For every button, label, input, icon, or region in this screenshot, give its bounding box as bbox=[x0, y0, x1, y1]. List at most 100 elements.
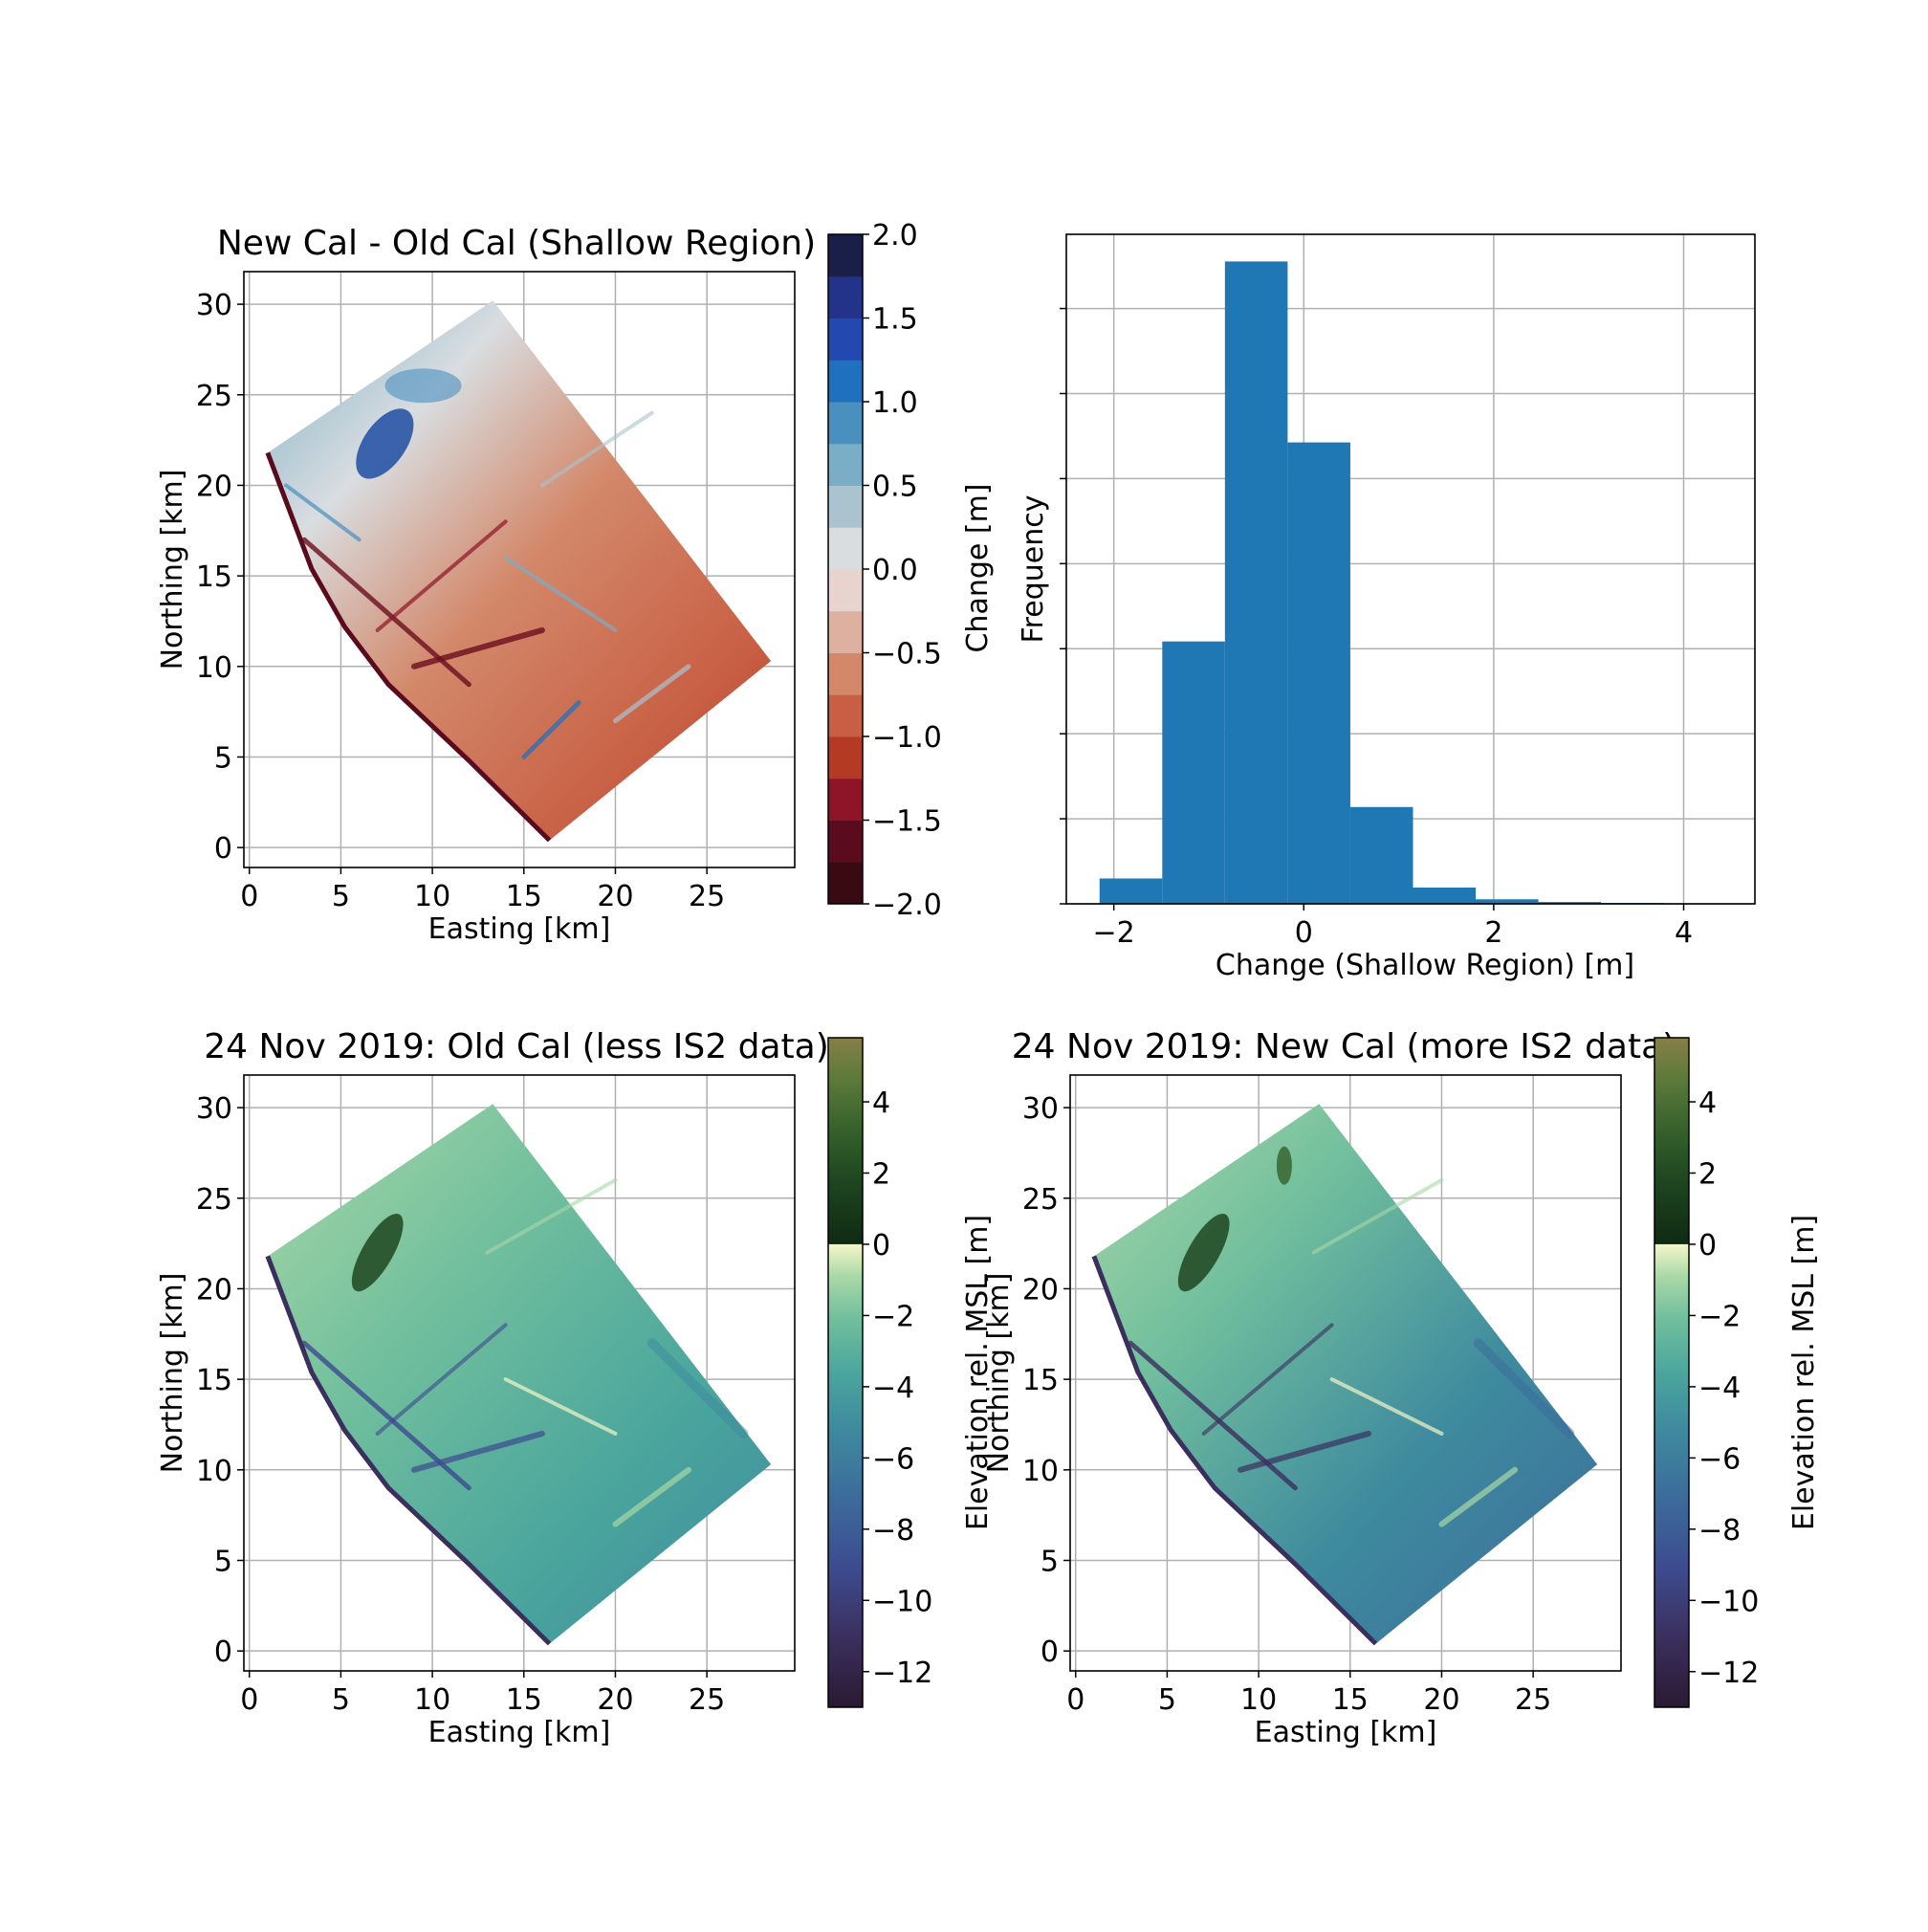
colorbar-segment bbox=[828, 694, 863, 736]
colorbar-tick-label: 2 bbox=[872, 1157, 890, 1191]
panel-title: New Cal - Old Cal (Shallow Region) bbox=[217, 224, 816, 263]
x-axis-label: Easting [km] bbox=[428, 1716, 611, 1749]
x-tick-label: 20 bbox=[1423, 1683, 1459, 1717]
x-tick-label: −2 bbox=[1093, 916, 1135, 950]
x-tick-label: 10 bbox=[1240, 1683, 1277, 1717]
colorbar-segment bbox=[828, 444, 863, 486]
colorbar-tick-label: 1.0 bbox=[872, 386, 918, 420]
colorbar-label: Elevation rel. MSL [m] bbox=[1787, 1215, 1821, 1530]
colorbar-tick-label: −10 bbox=[872, 1585, 932, 1618]
colorbar-tick-label: 2 bbox=[1698, 1157, 1717, 1191]
histogram-bar bbox=[1100, 879, 1163, 904]
y-tick-label: 20 bbox=[196, 470, 232, 503]
x-tick-label: 0 bbox=[240, 1683, 258, 1717]
colorbar-tick-label: −8 bbox=[1698, 1514, 1741, 1548]
x-tick-label: 5 bbox=[1158, 1683, 1176, 1717]
x-tick-label: 5 bbox=[332, 1683, 350, 1717]
colorbar-tick-label: −1.5 bbox=[872, 805, 942, 839]
x-tick-label: 15 bbox=[506, 880, 542, 913]
colorbar-negative bbox=[828, 1244, 863, 1707]
colorbar-positive bbox=[828, 1038, 863, 1244]
colorbar-segment bbox=[828, 862, 863, 904]
colorbar-segment bbox=[828, 821, 863, 863]
y-tick-label: 5 bbox=[1041, 1545, 1059, 1578]
colorbar-segment bbox=[828, 402, 863, 444]
data-region bbox=[268, 300, 771, 840]
x-tick-label: 20 bbox=[597, 1683, 633, 1717]
panel-title: 24 Nov 2019: Old Cal (less IS2 data) bbox=[204, 1027, 829, 1066]
colorbar-tick-label: −2 bbox=[872, 1300, 914, 1333]
colorbar-tick-label: 0.5 bbox=[872, 471, 918, 504]
x-tick-label: 2 bbox=[1484, 916, 1502, 950]
colorbar-segment bbox=[828, 527, 863, 569]
x-tick-label: 15 bbox=[506, 1683, 542, 1717]
x-tick-label: 4 bbox=[1675, 916, 1693, 950]
y-tick-label: 25 bbox=[196, 380, 232, 413]
colorbar-segment bbox=[828, 611, 863, 653]
raster-blob bbox=[385, 368, 462, 403]
colorbar-tick-label: 4 bbox=[872, 1087, 890, 1120]
y-axis-label: Northing [km] bbox=[156, 1273, 189, 1474]
x-tick-label: 0 bbox=[1295, 916, 1313, 950]
colorbar-segment bbox=[828, 360, 863, 402]
x-tick-label: 10 bbox=[414, 1683, 450, 1717]
colorbar-tick-label: 0 bbox=[1698, 1229, 1717, 1262]
y-tick-label: 15 bbox=[1022, 1364, 1059, 1397]
y-tick-label: 25 bbox=[1022, 1183, 1059, 1217]
y-tick-label: 5 bbox=[214, 1545, 232, 1578]
x-tick-label: 5 bbox=[332, 880, 350, 913]
y-tick-label: 20 bbox=[1022, 1273, 1059, 1306]
colorbar-tick-label: −6 bbox=[872, 1442, 914, 1476]
colorbar-tick-label: −2.0 bbox=[872, 889, 942, 922]
x-tick-label: 20 bbox=[597, 880, 633, 913]
map-panel-2: 24 Nov 2019: Old Cal (less IS2 data) 0 5 10… bbox=[156, 1027, 995, 1749]
colorbar-tick-label: 2.0 bbox=[872, 219, 918, 252]
y-axis-label: Northing [km] bbox=[982, 1273, 1016, 1474]
raster-blob bbox=[1277, 1147, 1292, 1185]
colorbar-positive bbox=[1654, 1038, 1689, 1244]
data-region bbox=[1094, 1104, 1597, 1643]
y-tick-label: 0 bbox=[214, 832, 232, 866]
colorbar-segment bbox=[828, 486, 863, 528]
x-tick-label: 25 bbox=[1515, 1683, 1551, 1717]
y-tick-label: 5 bbox=[214, 741, 232, 775]
map-panel-0: New Cal - Old Cal (Shallow Region) 0 5 10 15… bbox=[156, 219, 995, 946]
colorbar-tick-label: −4 bbox=[872, 1372, 914, 1405]
y-tick-label: 20 bbox=[196, 1273, 232, 1306]
x-tick-label: 0 bbox=[240, 880, 258, 913]
colorbar-segment bbox=[828, 234, 863, 276]
y-tick-label: 15 bbox=[196, 560, 232, 594]
colorbar-tick-label: −8 bbox=[872, 1514, 914, 1548]
y-tick-label: 15 bbox=[196, 1364, 232, 1397]
colorbar-segment bbox=[828, 276, 863, 318]
x-tick-label: 25 bbox=[689, 1683, 725, 1717]
y-tick-label: 0 bbox=[214, 1636, 232, 1669]
colorbar-label: Change [m] bbox=[961, 483, 995, 652]
colorbar-tick-label: −10 bbox=[1698, 1585, 1759, 1618]
x-tick-label: 15 bbox=[1332, 1683, 1369, 1717]
histogram-bar bbox=[1225, 261, 1288, 904]
x-tick-label: 0 bbox=[1066, 1683, 1084, 1717]
colorbar-segment bbox=[828, 318, 863, 361]
histogram-bar bbox=[1162, 642, 1225, 904]
y-tick-label: 30 bbox=[196, 1092, 232, 1126]
histogram-bar bbox=[1350, 807, 1413, 904]
colorbar-tick-label: 1.5 bbox=[872, 303, 918, 337]
colorbar-segment bbox=[828, 653, 863, 695]
x-axis-label: Easting [km] bbox=[428, 912, 611, 946]
y-tick-label: 10 bbox=[196, 1455, 232, 1488]
histogram-bar bbox=[1413, 888, 1476, 904]
colorbar-tick-label: −12 bbox=[1698, 1657, 1759, 1690]
colorbar-tick-label: −4 bbox=[1698, 1372, 1741, 1405]
y-axis-label: Northing [km] bbox=[156, 470, 189, 670]
data-region bbox=[268, 1104, 771, 1643]
colorbar-tick-label: −1.0 bbox=[872, 721, 942, 755]
x-tick-label: 10 bbox=[414, 880, 450, 913]
histogram-bar bbox=[1287, 443, 1350, 904]
colorbar-segment bbox=[828, 779, 863, 821]
